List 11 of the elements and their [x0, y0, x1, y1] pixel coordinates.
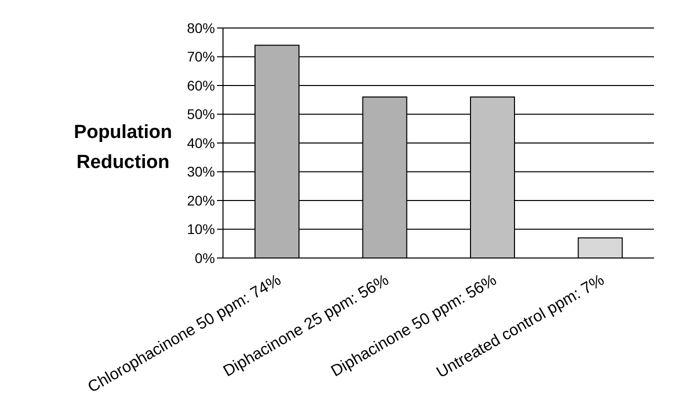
bar	[578, 237, 623, 258]
y-tick-label: 20%	[186, 192, 215, 208]
y-tick-label: 40%	[186, 134, 215, 151]
y-tick-label: 30%	[186, 164, 215, 180]
y-tick-label: 60%	[186, 77, 215, 94]
y-tick-label: 10%	[186, 221, 215, 238]
y-tick-label: 0%	[194, 250, 215, 266]
y-tick-label: 80%	[186, 20, 215, 36]
y-axis-title: Population Reduction	[72, 121, 174, 175]
y-tick-label: 70%	[186, 48, 215, 65]
y-tick-label: 50%	[186, 106, 215, 122]
